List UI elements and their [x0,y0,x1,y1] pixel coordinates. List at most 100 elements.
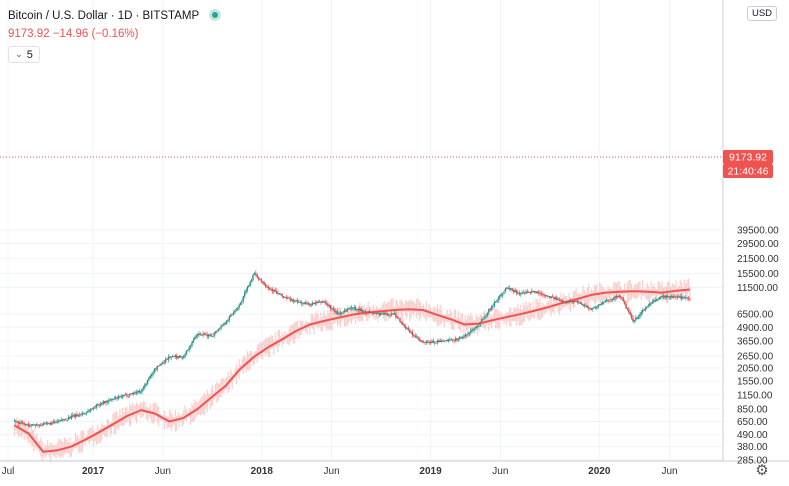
candle-body [109,399,111,401]
candle-body [167,356,170,360]
candle-body [486,313,489,316]
symbol-title[interactable]: Bitcoin / U.S. Dollar · 1D · BITSTAMP [8,9,224,23]
candle-body [650,302,652,304]
candle-body [372,313,375,314]
candle-body [65,419,67,421]
candle-body [352,308,354,310]
time-axis[interactable]: Jul 2017 Jun 2018 Jun 2019 Jun 2020 Jun [2,466,678,477]
candle-body [235,310,238,312]
candle-body [384,312,386,315]
candle-body [356,309,358,311]
candle-body [278,293,281,294]
candle-body [144,384,146,388]
candle-body [393,312,396,314]
candle-body [482,319,484,320]
y-tick-label: 490.00 [737,430,768,441]
candle-body [377,312,379,314]
candle-body [252,274,254,281]
candle-body [29,425,31,427]
candle-body [181,357,183,359]
candle-body [160,363,163,365]
candle-body [443,340,446,342]
price-axis[interactable]: 39500.00 29500.00 21500.00 15500.00 11500.00… [737,225,779,466]
candle-body [66,419,68,421]
y-tick-label: 2650.00 [737,351,774,362]
candle-body [266,286,268,288]
candle-body [185,350,188,355]
candle-body [164,359,167,363]
candle-body [15,420,17,422]
candle-body [406,328,408,329]
candle-body [26,424,28,425]
candle-body [205,333,207,335]
candle-body [286,297,289,299]
candle-body [476,326,479,328]
candle-body [660,296,662,298]
candle-body [447,339,450,342]
candle-body [241,301,243,303]
candle-body [597,305,600,308]
candle-body [238,305,240,308]
y-tick-label: 39500.00 [737,225,779,236]
candle-body [395,312,397,318]
candle-body [506,288,508,290]
candle-body [624,301,626,304]
candle-body [417,336,419,339]
candle-body [288,297,290,299]
candle-body [643,310,645,311]
candle-body [45,422,48,424]
candle-body [556,297,558,300]
candle-body [632,318,634,322]
candle-body [653,300,655,302]
candle-body [303,302,306,304]
candle-body [209,334,211,336]
candle-body [220,325,222,329]
candle-body [651,301,654,303]
candle-body [526,291,529,293]
candle-body [554,297,557,300]
candle-body [582,304,584,307]
candle-body [321,302,324,304]
candle-body [250,280,253,283]
x-tick-label: Jul [2,466,15,477]
x-tick-label: Jun [324,466,340,477]
candle-body [108,400,110,403]
candle-body [88,411,91,412]
candle-body [81,413,84,415]
candle-body [94,407,96,409]
candle-body [170,357,172,358]
price-change: 9173.92 −14.96 (−0.16%) [8,28,139,40]
y-tick-label: 2050.00 [737,363,774,374]
candle-body [501,293,504,296]
candle-body [475,326,478,329]
candle-body [95,404,97,409]
candle-body [528,291,530,293]
candle-body [626,308,629,310]
x-tick-label: 2020 [588,466,611,477]
currency-badge[interactable]: USD [747,6,777,21]
candle-body [630,314,633,319]
gear-icon[interactable]: ⚙ [755,462,769,479]
candle-body [268,288,271,290]
candle-body [435,342,437,344]
candle-body [127,396,129,397]
countdown-badge [723,164,773,178]
candle-body [350,307,353,309]
x-tick-label: 2019 [419,466,442,477]
candle-body [422,342,425,343]
candle-body [231,314,233,316]
candle-body [223,323,225,326]
candle-body [427,341,429,343]
candle-body [415,336,418,338]
candle-body [22,422,24,424]
y-tick-label: 29500.00 [737,239,779,250]
candle-body [182,357,185,359]
candle-body [70,415,73,419]
y-tick-label: 650.00 [737,417,768,428]
ma-length-label: 5 [26,48,33,61]
indicator-toggle-button[interactable]: ⌄ 5 [8,46,40,63]
candle-body [224,323,226,324]
y-tick-label: 1550.00 [737,376,774,387]
